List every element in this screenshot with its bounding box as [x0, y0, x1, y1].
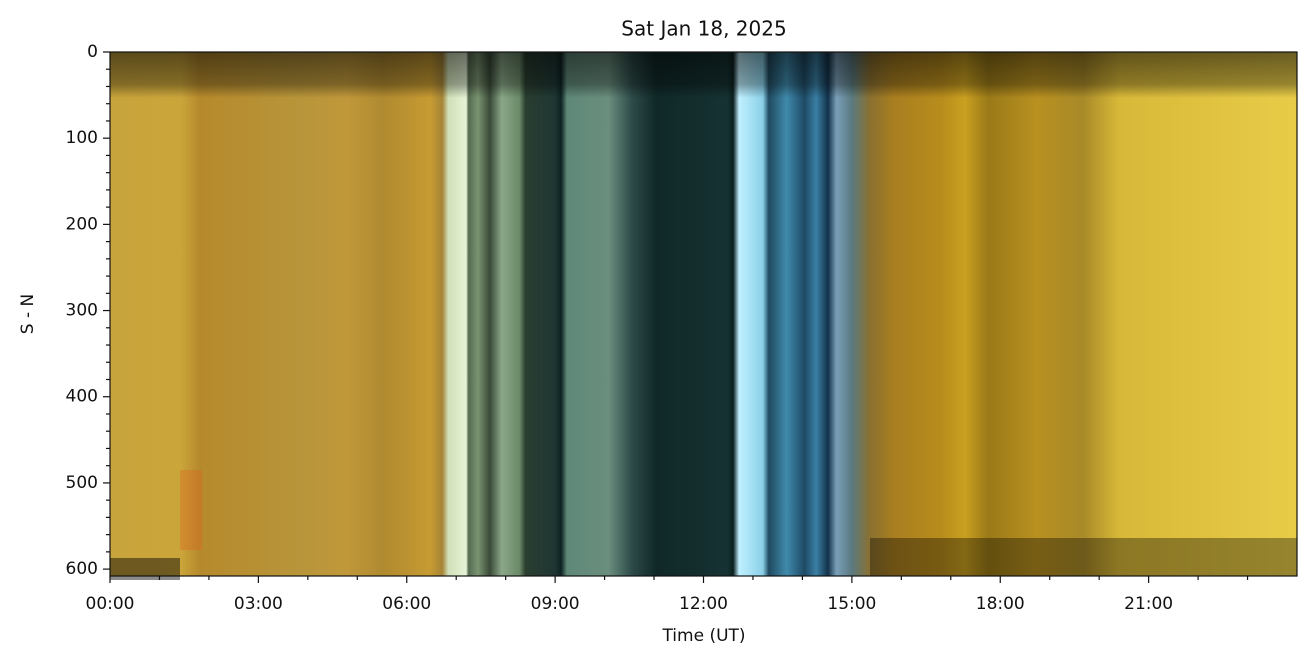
chart-title: Sat Jan 18, 2025: [621, 17, 786, 41]
x-tick-label: 09:00: [531, 594, 580, 614]
x-tick-label: 06:00: [382, 594, 431, 614]
x-tick-label: 21:00: [1124, 594, 1173, 614]
y-tick-label: 0: [87, 42, 98, 62]
y-axis-label: S - N: [18, 294, 38, 334]
x-axis-label: Time (UT): [661, 626, 745, 646]
keogram-image: [110, 52, 1297, 580]
y-tick-label: 200: [66, 214, 98, 234]
x-tick-label: 03:00: [234, 594, 283, 614]
y-tick-label: 400: [66, 387, 98, 407]
x-tick-label: 00:00: [86, 594, 135, 614]
y-tick-label: 300: [66, 301, 98, 321]
x-tick-label: 12:00: [679, 594, 728, 614]
x-tick-label: 15:00: [827, 594, 876, 614]
y-tick-label: 600: [66, 559, 98, 579]
x-tick-label: 18:00: [976, 594, 1025, 614]
y-tick-label: 500: [66, 473, 98, 493]
y-tick-label: 100: [66, 128, 98, 148]
